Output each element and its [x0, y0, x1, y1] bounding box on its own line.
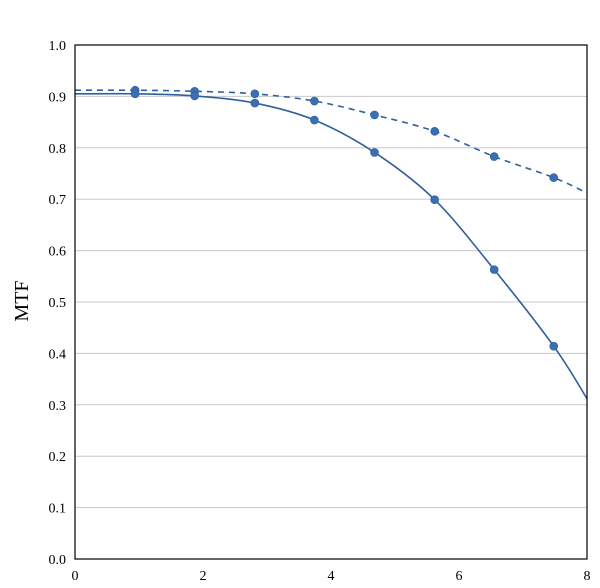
series-1-point — [250, 98, 260, 108]
x-tick-label: 8 — [584, 569, 591, 584]
series-markers — [130, 85, 559, 351]
y-tick-label: 0.6 — [49, 245, 67, 260]
series-1-point — [310, 115, 319, 125]
y-tick-label: 1.0 — [49, 39, 67, 54]
series-0-point — [250, 89, 260, 99]
tick-labels: 0.0 0.1 0.2 0.3 0.4 0.5 0.6 0.7 0.8 0.9 1.0 0 2 4 6 8 — [49, 39, 591, 584]
series-1-point — [430, 195, 439, 205]
y-axis-title: MTF — [11, 280, 33, 321]
y-tick-label: 0.0 — [49, 553, 67, 568]
series-1-point — [489, 265, 499, 274]
series-1-point — [549, 341, 559, 351]
series-1-point — [190, 91, 199, 101]
series-0-point — [430, 127, 439, 136]
series-1-point — [370, 148, 379, 157]
series-0-point — [489, 152, 499, 161]
y-tick-label: 0.2 — [49, 450, 67, 465]
y-tick-label: 0.7 — [49, 193, 67, 208]
y-tick-label: 0.9 — [49, 90, 67, 105]
x-tick-label: 0 — [72, 569, 79, 584]
series-0-point — [549, 173, 559, 182]
plot-border — [74, 44, 588, 560]
y-tick-label: 0.8 — [49, 142, 67, 157]
grid-layer — [75, 95, 587, 509]
series-0-point — [370, 110, 379, 120]
y-tick-label: 0.5 — [49, 296, 67, 311]
x-tick-label: 4 — [328, 569, 335, 584]
plot-frame — [74, 44, 588, 560]
series-1-point — [130, 89, 140, 99]
y-tick-label: 0.1 — [49, 502, 67, 517]
x-tick-label: 6 — [456, 569, 463, 584]
series-1-line — [74, 92, 588, 400]
series-lines — [74, 89, 588, 400]
series-0-point — [310, 96, 319, 106]
series-0-line — [74, 89, 588, 194]
y-tick-label: 0.3 — [49, 399, 67, 414]
x-tick-label: 2 — [200, 569, 207, 584]
y-tick-label: 0.4 — [49, 347, 67, 362]
